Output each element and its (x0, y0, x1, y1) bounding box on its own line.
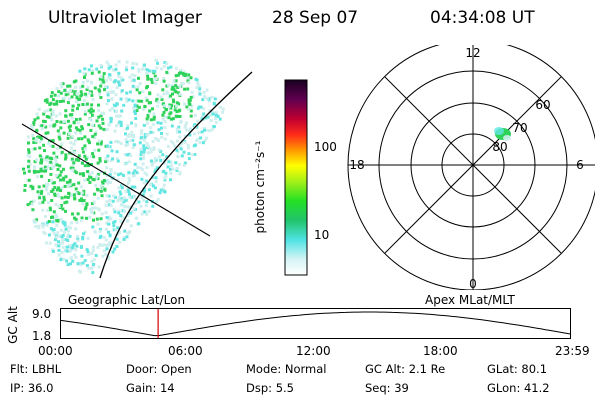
timeline-x-tick-2: 12:00 (296, 344, 331, 358)
timeline-right-caption: Apex MLat/MLT (425, 293, 515, 307)
grid-line (21, 123, 211, 237)
altitude-curve (60, 311, 572, 337)
time-label: 04:34:08 UT (430, 8, 535, 28)
status-flt: Flt: LBHL (10, 362, 62, 376)
status-gc-alt: GC Alt: 2.1 Re (365, 362, 446, 376)
altitude-timeline (60, 308, 572, 339)
timeline-y-label: GC Alt (5, 306, 20, 344)
timeline-frame (60, 308, 571, 339)
polar-plot: 12 0 18 6 60 70 80 (347, 45, 595, 290)
timeline-y-tick-low: 1.8 (32, 329, 52, 343)
mlt-label-right: 6 (576, 158, 584, 172)
status-seq: Seq: 39 (365, 381, 409, 395)
instrument-title: Ultraviolet Imager (48, 8, 202, 28)
timeline-x-tick-3: 18:00 (423, 344, 458, 358)
terminator-line (99, 71, 253, 279)
colorbar-tick-10: 10 (314, 228, 330, 242)
aurora-emission (22, 58, 225, 275)
colorbar-tick-100: 100 (314, 140, 337, 154)
mlt-label-bottom: 0 (469, 277, 477, 290)
mlat-label-70: 70 (512, 121, 527, 135)
mlt-label-top: 12 (465, 46, 480, 60)
polar-aurora (494, 127, 511, 141)
polar-diagonal (384, 76, 562, 254)
status-gain: Gain: 14 (126, 381, 175, 395)
colorbar-unit-label: photon cm⁻²s⁻¹ (253, 140, 267, 234)
timeline-x-tick-1: 06:00 (168, 344, 203, 358)
status-glon: GLon: 41.2 (487, 381, 550, 395)
geographic-image (21, 58, 253, 279)
status-ip: IP: 36.0 (10, 381, 54, 395)
status-door: Door: Open (126, 362, 192, 376)
mlat-label-80: 80 (492, 140, 507, 154)
polar-ring-50 (347, 45, 595, 290)
date-label: 28 Sep 07 (272, 8, 359, 28)
mlat-label-60: 60 (535, 98, 550, 112)
status-glat: GLat: 80.1 (487, 362, 548, 376)
timeline-left-caption: Geographic Lat/Lon (68, 293, 186, 307)
colorbar (284, 79, 308, 276)
timeline-y-tick-high: 9.0 (32, 307, 52, 321)
status-mode: Mode: Normal (246, 362, 327, 376)
mlt-label-left: 18 (349, 158, 364, 172)
timeline-x-tick-0: 00:00 (38, 344, 73, 358)
status-dsp: Dsp: 5.5 (246, 381, 294, 395)
timeline-x-tick-4: 23:59 (555, 344, 590, 358)
